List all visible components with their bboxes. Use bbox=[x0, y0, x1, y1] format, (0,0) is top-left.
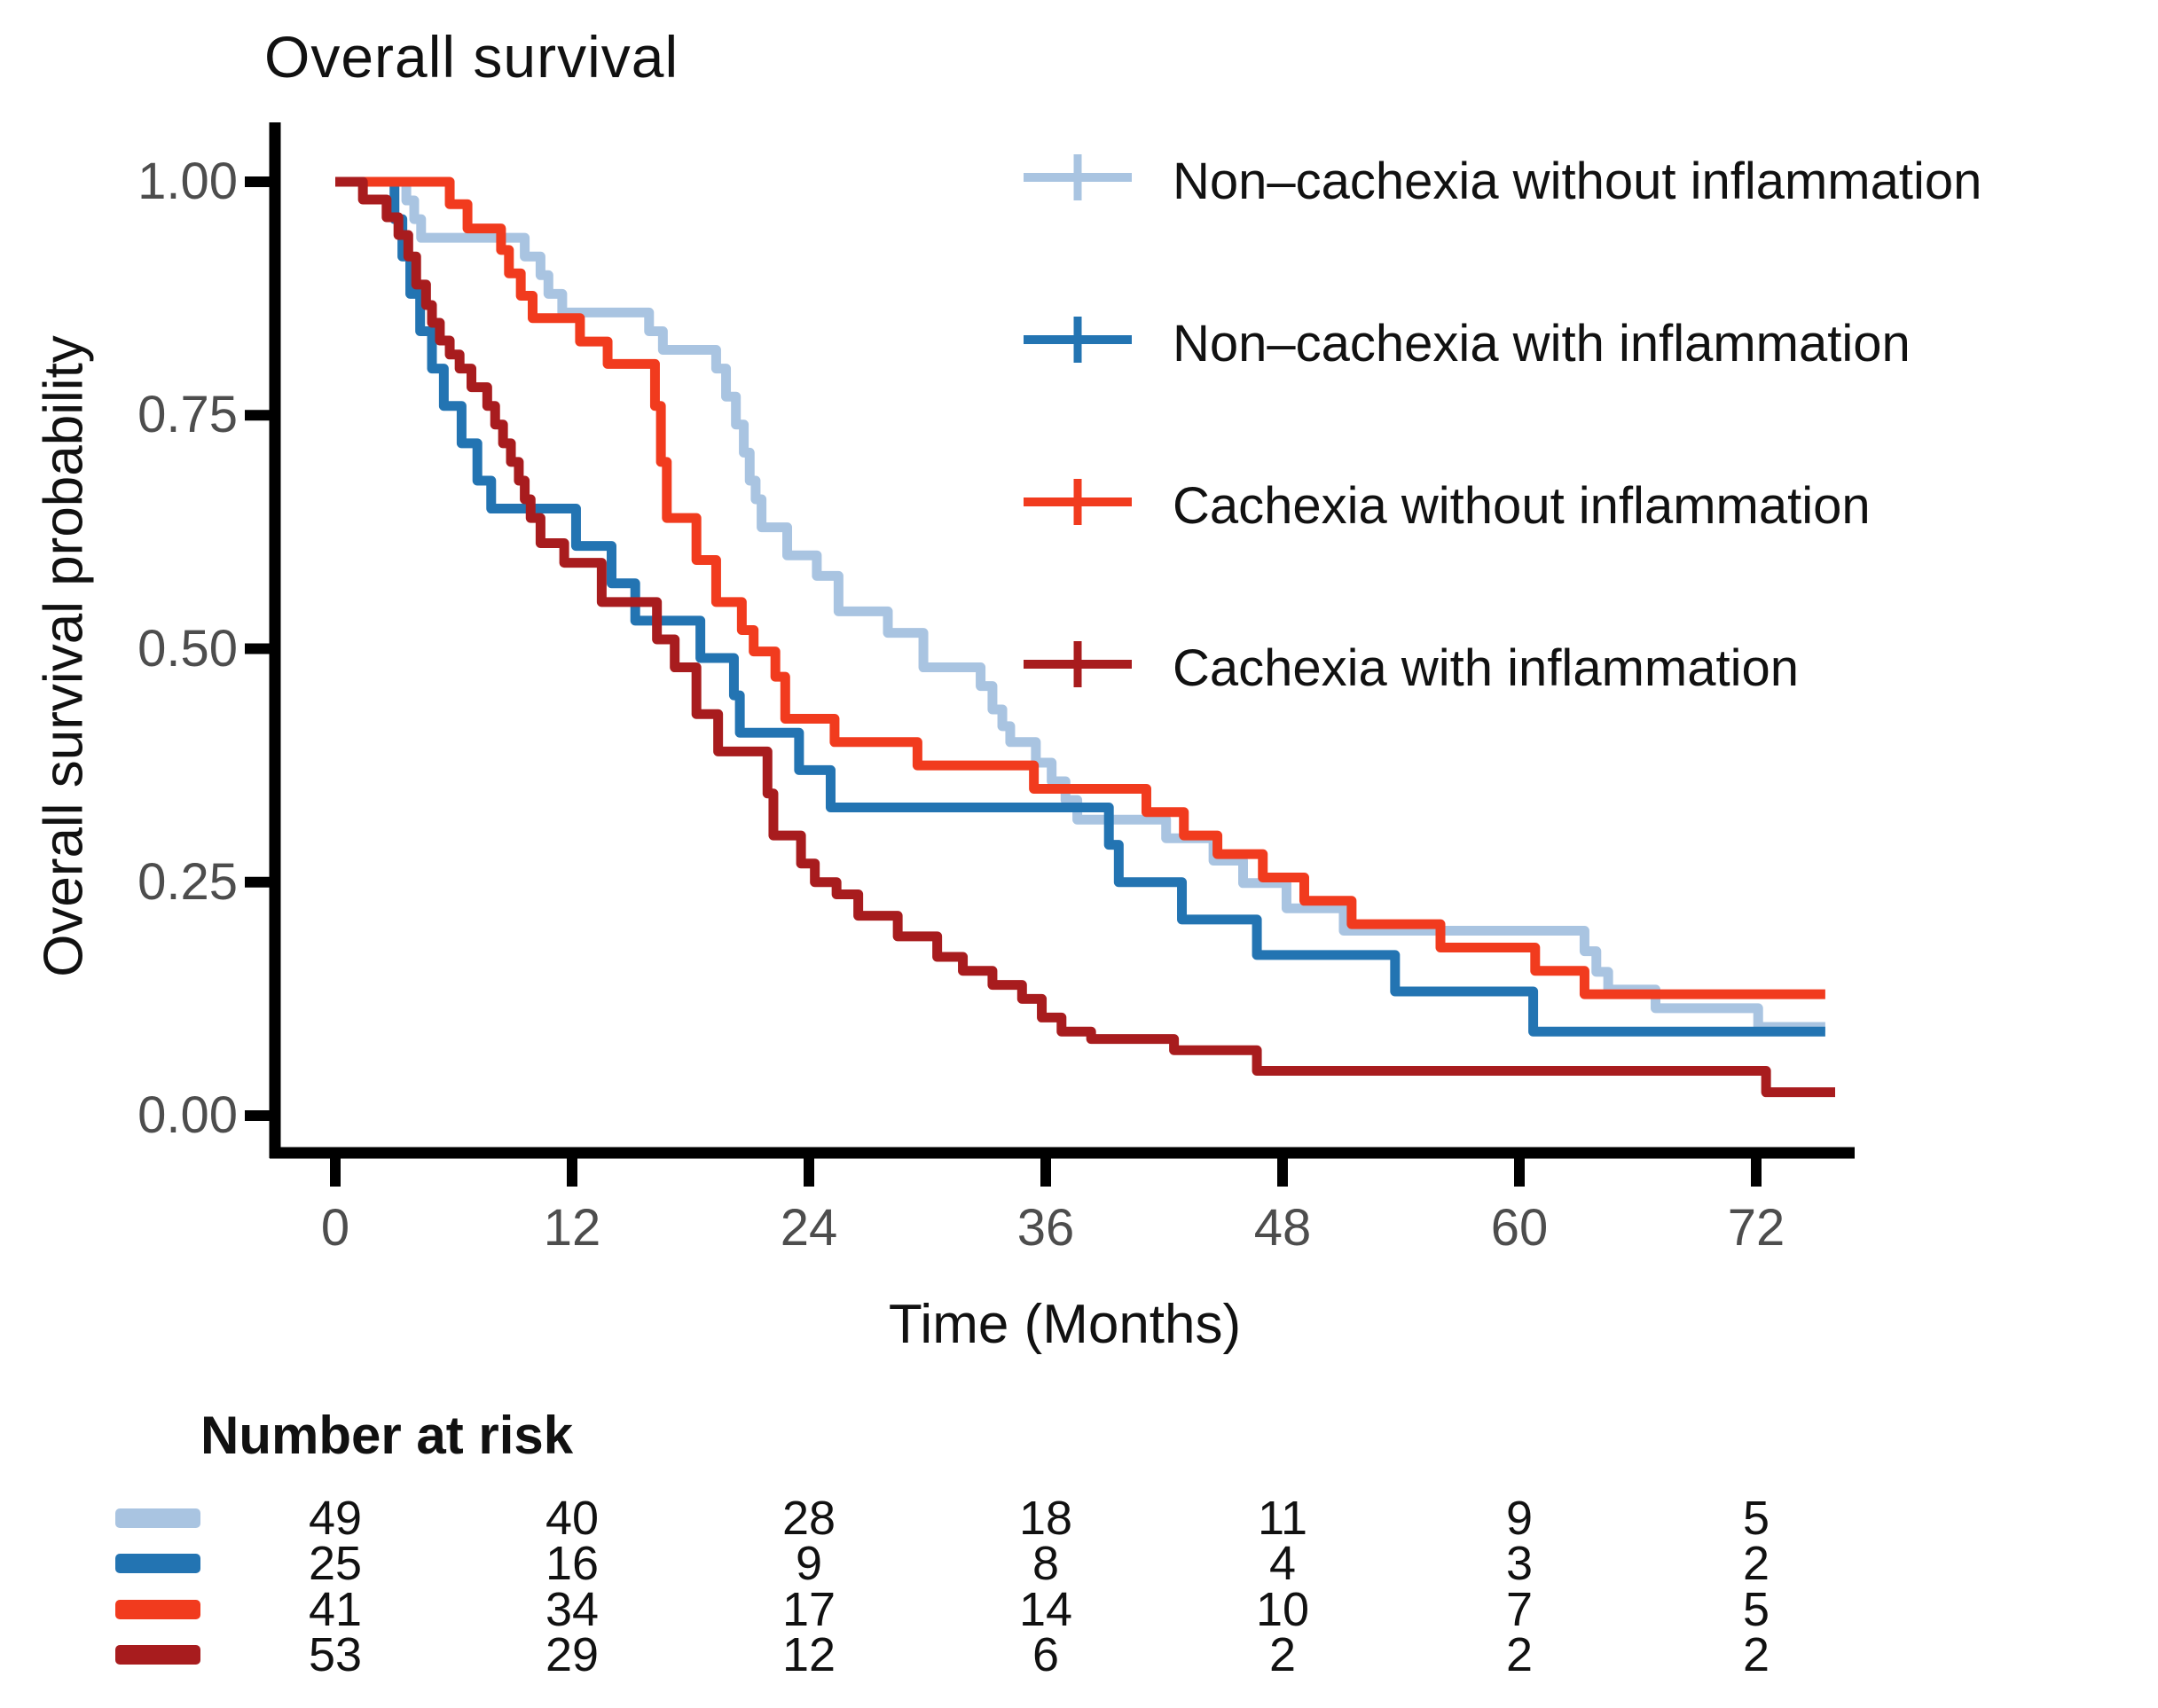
risk-count: 29 bbox=[545, 1628, 600, 1681]
survival-curve bbox=[335, 176, 1835, 1098]
risk-row-swatch bbox=[115, 1645, 200, 1665]
risk-count: 5 bbox=[1742, 1492, 1770, 1545]
risk-count: 12 bbox=[781, 1628, 836, 1681]
risk-count: 2 bbox=[1268, 1628, 1297, 1681]
risk-count: 40 bbox=[545, 1492, 600, 1545]
survival-curve bbox=[335, 176, 1825, 999]
legend-item-label: Cachexia without inflammation bbox=[1173, 477, 1871, 535]
risk-count: 53 bbox=[308, 1628, 363, 1681]
risk-count: 18 bbox=[1018, 1492, 1073, 1545]
risk-row-swatch bbox=[115, 1600, 200, 1619]
x-axis-label: Time (Months) bbox=[888, 1294, 1242, 1355]
risk-count: 28 bbox=[781, 1492, 836, 1545]
legend-item-label: Cachexia with inflammation bbox=[1173, 639, 1799, 697]
risk-count: 2 bbox=[1505, 1628, 1534, 1681]
risk-count: 14 bbox=[1018, 1583, 1073, 1636]
risk-table-title: Number at risk bbox=[200, 1406, 574, 1465]
risk-count: 16 bbox=[545, 1537, 600, 1590]
risk-count: 11 bbox=[1257, 1492, 1308, 1545]
x-tick-label: 36 bbox=[1016, 1199, 1075, 1257]
risk-count: 2 bbox=[1742, 1628, 1770, 1681]
legend-key-censor-icon bbox=[1024, 317, 1132, 363]
legend-key-censor-icon bbox=[1024, 479, 1132, 525]
risk-count: 8 bbox=[1032, 1537, 1060, 1590]
y-tick-label: 0.50 bbox=[137, 619, 238, 678]
risk-count: 25 bbox=[308, 1537, 363, 1590]
risk-count: 9 bbox=[795, 1537, 823, 1590]
y-tick-label: 0.25 bbox=[137, 852, 238, 911]
y-tick-label: 0.00 bbox=[137, 1086, 238, 1144]
legend-key-censor-icon bbox=[1024, 641, 1132, 687]
survival-curve bbox=[335, 176, 1825, 1032]
y-tick-label: 0.75 bbox=[137, 386, 238, 444]
risk-count: 49 bbox=[308, 1492, 363, 1545]
risk-count: 10 bbox=[1255, 1583, 1310, 1636]
risk-count: 17 bbox=[781, 1583, 836, 1636]
x-tick-label: 48 bbox=[1253, 1199, 1312, 1257]
page-title: Overall survival bbox=[264, 24, 679, 90]
risk-count: 34 bbox=[545, 1583, 600, 1636]
risk-count: 6 bbox=[1032, 1628, 1060, 1681]
legend-key-censor-icon bbox=[1024, 154, 1132, 200]
risk-count: 3 bbox=[1505, 1537, 1534, 1590]
risk-count: 4 bbox=[1268, 1537, 1297, 1590]
y-tick-label: 1.00 bbox=[137, 153, 238, 210]
legend-item-label: Non–cachexia with inflammation bbox=[1173, 315, 1911, 372]
risk-count: 7 bbox=[1505, 1583, 1534, 1636]
risk-row-swatch bbox=[115, 1554, 200, 1573]
x-tick-label: 72 bbox=[1727, 1199, 1785, 1257]
risk-row-swatch bbox=[115, 1508, 200, 1528]
risk-count: 9 bbox=[1505, 1492, 1534, 1545]
legend-item-label: Non–cachexia without inflammation bbox=[1173, 153, 1982, 210]
x-tick-label: 60 bbox=[1490, 1199, 1549, 1257]
x-tick-label: 24 bbox=[780, 1199, 838, 1257]
risk-count: 2 bbox=[1742, 1537, 1770, 1590]
x-tick-label: 12 bbox=[543, 1199, 601, 1257]
risk-count: 5 bbox=[1742, 1583, 1770, 1636]
risk-count: 41 bbox=[308, 1583, 363, 1636]
x-tick-label: 0 bbox=[320, 1199, 350, 1257]
